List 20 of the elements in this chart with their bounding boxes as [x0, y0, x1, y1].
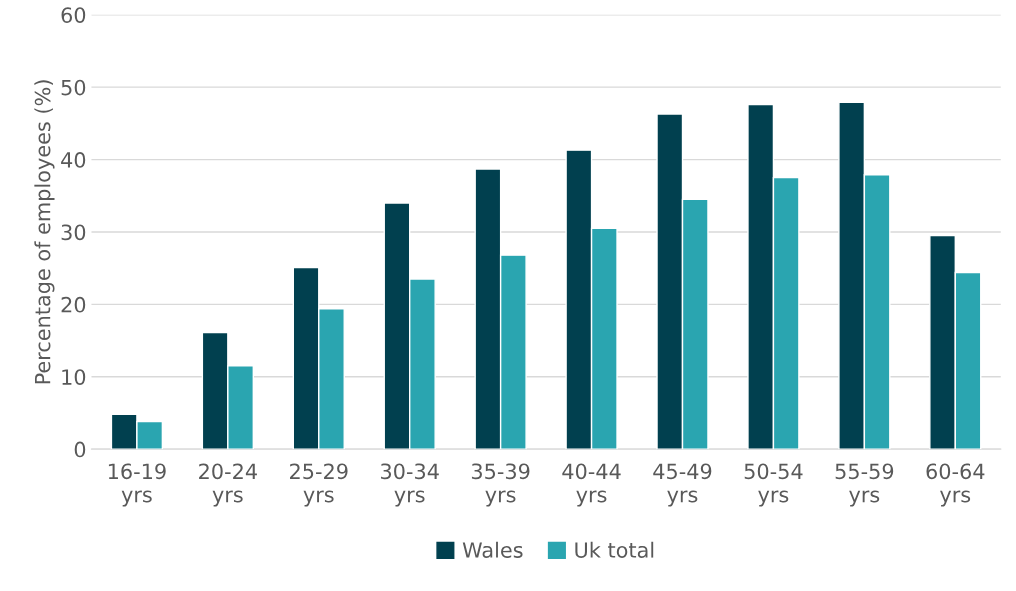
x-tick-label: 60-64 yrs — [926, 463, 985, 507]
y-axis-title: Percentage of employees (%) — [34, 80, 55, 384]
y-tick-label: 10 — [62, 369, 86, 385]
legend-label: Wales — [462, 541, 523, 558]
x-tick-label: 35-39 yrs — [471, 463, 530, 507]
y-tick-label: 50 — [61, 79, 86, 96]
y-tick-label: 0 — [74, 441, 86, 458]
x-tick-label: 16-19 yrs — [108, 463, 166, 507]
legend-label: Uk total — [575, 541, 654, 558]
y-tick-label: 60 — [61, 7, 86, 23]
x-tick-label: 40-44 yrs — [562, 463, 621, 507]
y-tick-label: 30 — [61, 224, 86, 241]
x-tick-label: 50-54 yrs — [744, 463, 803, 507]
y-tick-label: 20 — [61, 296, 86, 313]
y-tick-label: 40 — [61, 152, 86, 168]
x-tick-label: 30-34 yrs — [381, 463, 439, 507]
x-tick-label: 55-59 yrs — [835, 463, 894, 507]
x-tick-label: 45-49 yrs — [653, 463, 712, 507]
x-tick-label: 25-29 yrs — [290, 463, 348, 507]
x-tick-label: 20-24 yrs — [199, 463, 257, 507]
